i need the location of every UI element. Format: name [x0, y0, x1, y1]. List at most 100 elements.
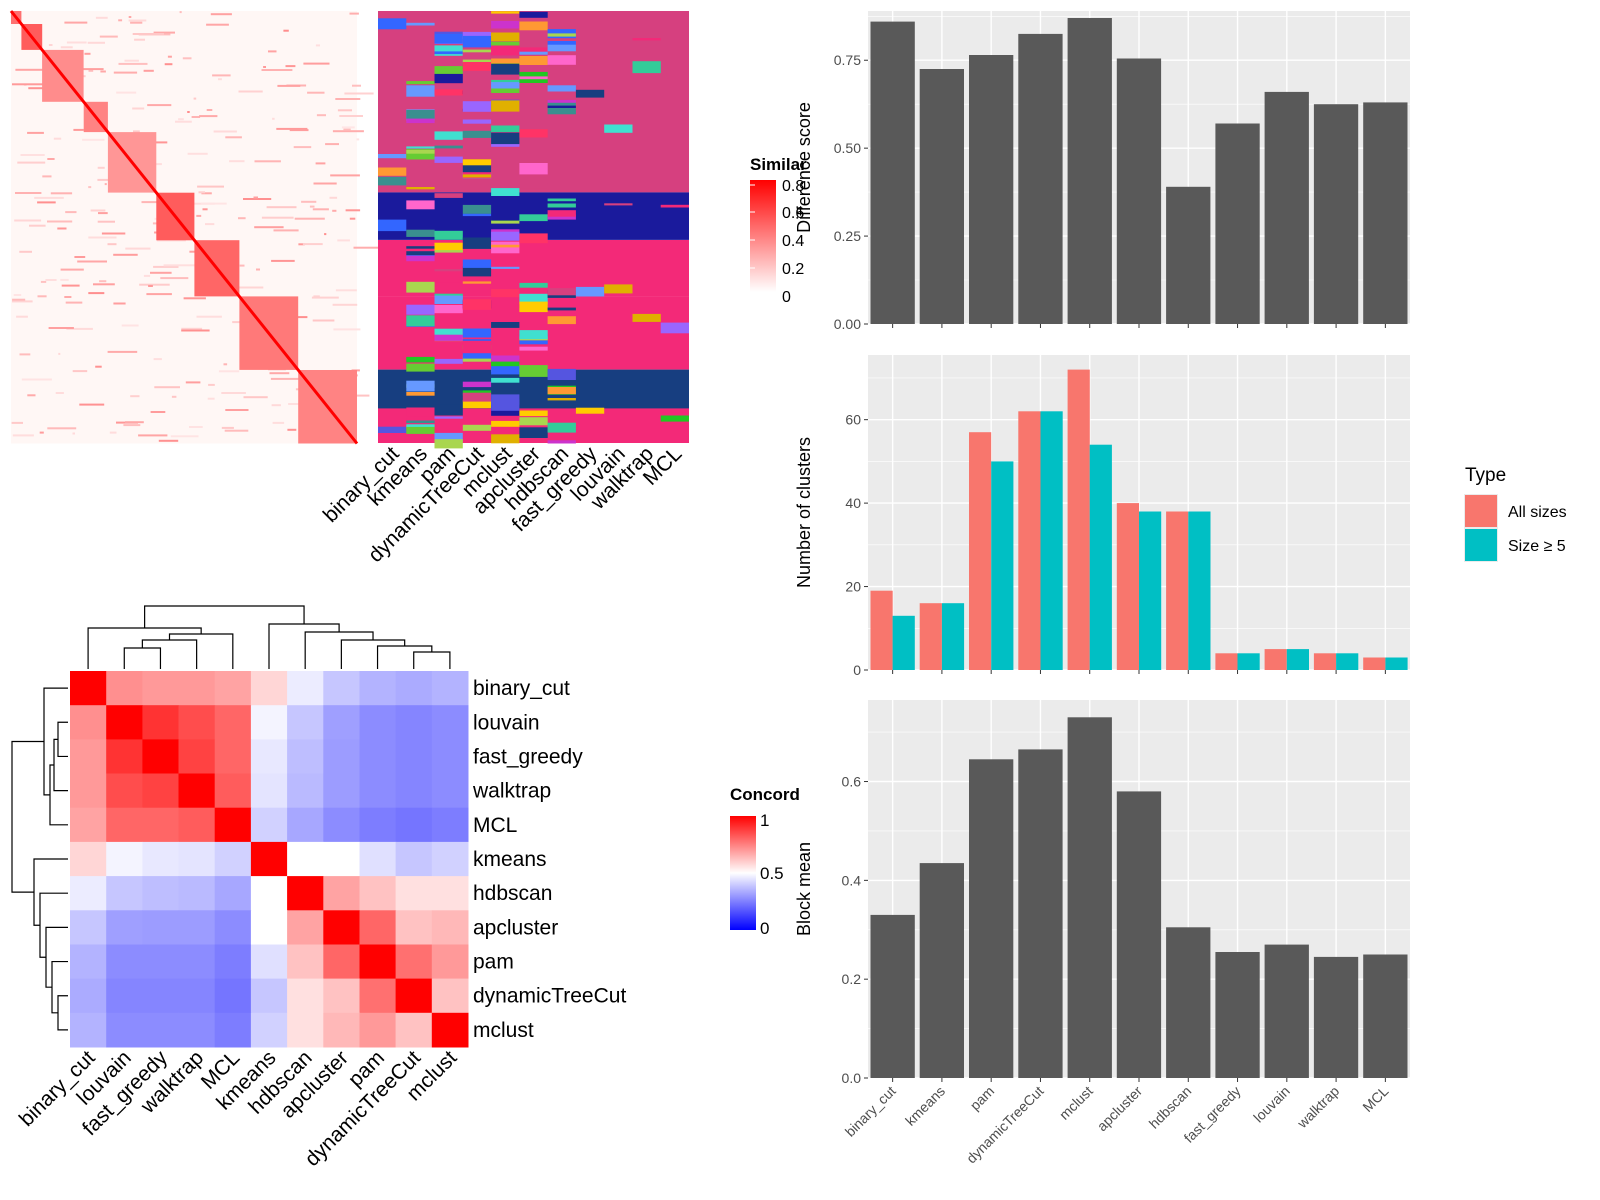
- partition-stripe: [547, 44, 576, 52]
- partition-stripe: [406, 149, 435, 160]
- similarity-speckle: [48, 327, 74, 329]
- similarity-speckle: [143, 274, 151, 277]
- similarity-speckle: [183, 297, 206, 300]
- similarity-speckle: [261, 216, 294, 219]
- similarity-speckle: [271, 404, 281, 407]
- similarity-speckle: [277, 84, 301, 87]
- bar: [1313, 653, 1337, 670]
- bar: [1116, 503, 1139, 670]
- similarity-speckle: [125, 247, 151, 250]
- similarity-speckle: [125, 421, 144, 424]
- similarity-speckle: [141, 201, 171, 204]
- dendrogram-branch: [45, 926, 68, 988]
- similarity-speckle: [95, 16, 108, 19]
- partition-stripe: [519, 410, 548, 417]
- concordance-cell: [359, 705, 397, 740]
- partition-stripe: [491, 20, 520, 29]
- similarity-speckle: [48, 44, 53, 46]
- similarity-speckle: [341, 126, 355, 129]
- similarity-speckle: [289, 129, 309, 132]
- similarity-speckle: [256, 268, 260, 271]
- bar: [1363, 954, 1408, 1078]
- bar: [1116, 791, 1162, 1078]
- concordance-cell: [250, 978, 288, 1014]
- concordance-cell: [431, 671, 469, 706]
- similarity-speckle: [186, 202, 215, 205]
- partition-stripe: [519, 163, 548, 175]
- bar: [1215, 952, 1260, 1078]
- concordance-row-label: hdbscan: [473, 882, 552, 905]
- concordance-cell: [142, 944, 180, 980]
- similarity-speckle: [316, 114, 326, 117]
- similarity-speckle: [229, 160, 245, 163]
- concordance-cell: [70, 739, 107, 775]
- partition-stripe: [462, 213, 492, 217]
- bar: [941, 603, 965, 670]
- partition-stripe: [406, 149, 435, 154]
- concordance-legend: Concord 1 0.5 0: [730, 785, 800, 938]
- concordance-row-label: dynamicTreeCut: [473, 985, 626, 1008]
- concordance-cell: [178, 910, 216, 945]
- similarity-speckle: [160, 277, 189, 280]
- bar: [991, 461, 1014, 670]
- similarity-speckle: [198, 191, 205, 194]
- similarity-speckle: [60, 46, 73, 49]
- concordance-cell: [359, 773, 397, 809]
- concordance-cell: [359, 910, 397, 945]
- concordance-legend-tick-label: 0.5: [760, 864, 784, 883]
- similarity-speckle: [243, 198, 272, 200]
- similarity-speckle: [97, 220, 115, 223]
- partition-stripe: [519, 346, 548, 351]
- similarity-speckle: [139, 283, 170, 286]
- similarity-speckle: [253, 196, 258, 199]
- partition-stripe: [406, 254, 435, 257]
- similarity-speckle: [315, 162, 326, 165]
- concordance-cell: [323, 841, 360, 877]
- bar: [1067, 717, 1112, 1078]
- similarity-speckle: [205, 223, 215, 226]
- partition-stripe: [462, 119, 492, 124]
- partition-stripe: [491, 359, 520, 369]
- concordance-cell: [395, 1012, 433, 1048]
- concordance-cell: [431, 773, 469, 809]
- concordance-cell: [359, 807, 397, 843]
- bar: [1116, 58, 1162, 324]
- partition-stripe: [434, 193, 463, 198]
- similarity-speckle: [57, 227, 67, 230]
- concordance-cell: [431, 910, 469, 945]
- number-of-clusters-chart: 0 20 40 60 Number of clusters: [794, 355, 1410, 678]
- x-tick-label: louvain: [1250, 1083, 1293, 1126]
- partition-stripe: [406, 81, 435, 85]
- partition-stripe: [462, 381, 492, 388]
- partition-stripe: [547, 387, 576, 395]
- concordance-cell: [395, 671, 433, 706]
- bar: [1139, 511, 1162, 670]
- similarity-speckle: [191, 116, 201, 118]
- concordance-cell: [359, 739, 397, 775]
- similarity-speckle: [199, 115, 218, 118]
- similarity-speckle: [15, 192, 42, 194]
- similarity-speckle: [315, 44, 320, 47]
- similarity-speckle: [309, 205, 315, 208]
- similarity-speckle: [130, 395, 140, 398]
- concordance-cell: [178, 944, 216, 980]
- bar: [1040, 411, 1063, 670]
- similarity-speckle: [356, 138, 360, 141]
- similarity-speckle: [118, 62, 148, 65]
- concordance-cell: [106, 978, 143, 1014]
- similarity-speckle: [158, 439, 179, 442]
- concordance-cell: [431, 739, 469, 775]
- concordance-cell: [70, 773, 107, 809]
- partition-stripe: [462, 31, 492, 39]
- partition-stripe: [462, 299, 492, 310]
- bar: [969, 55, 1014, 324]
- partition-stripe: [491, 374, 520, 377]
- partition-stripe: [604, 284, 633, 294]
- partition-stripe: [462, 352, 492, 359]
- similarity-speckle: [64, 296, 72, 298]
- similarity-speckle: [239, 264, 245, 267]
- similarity-speckle: [61, 284, 80, 287]
- dendrogram-branch: [376, 645, 433, 669]
- similarity-speckle: [13, 294, 22, 296]
